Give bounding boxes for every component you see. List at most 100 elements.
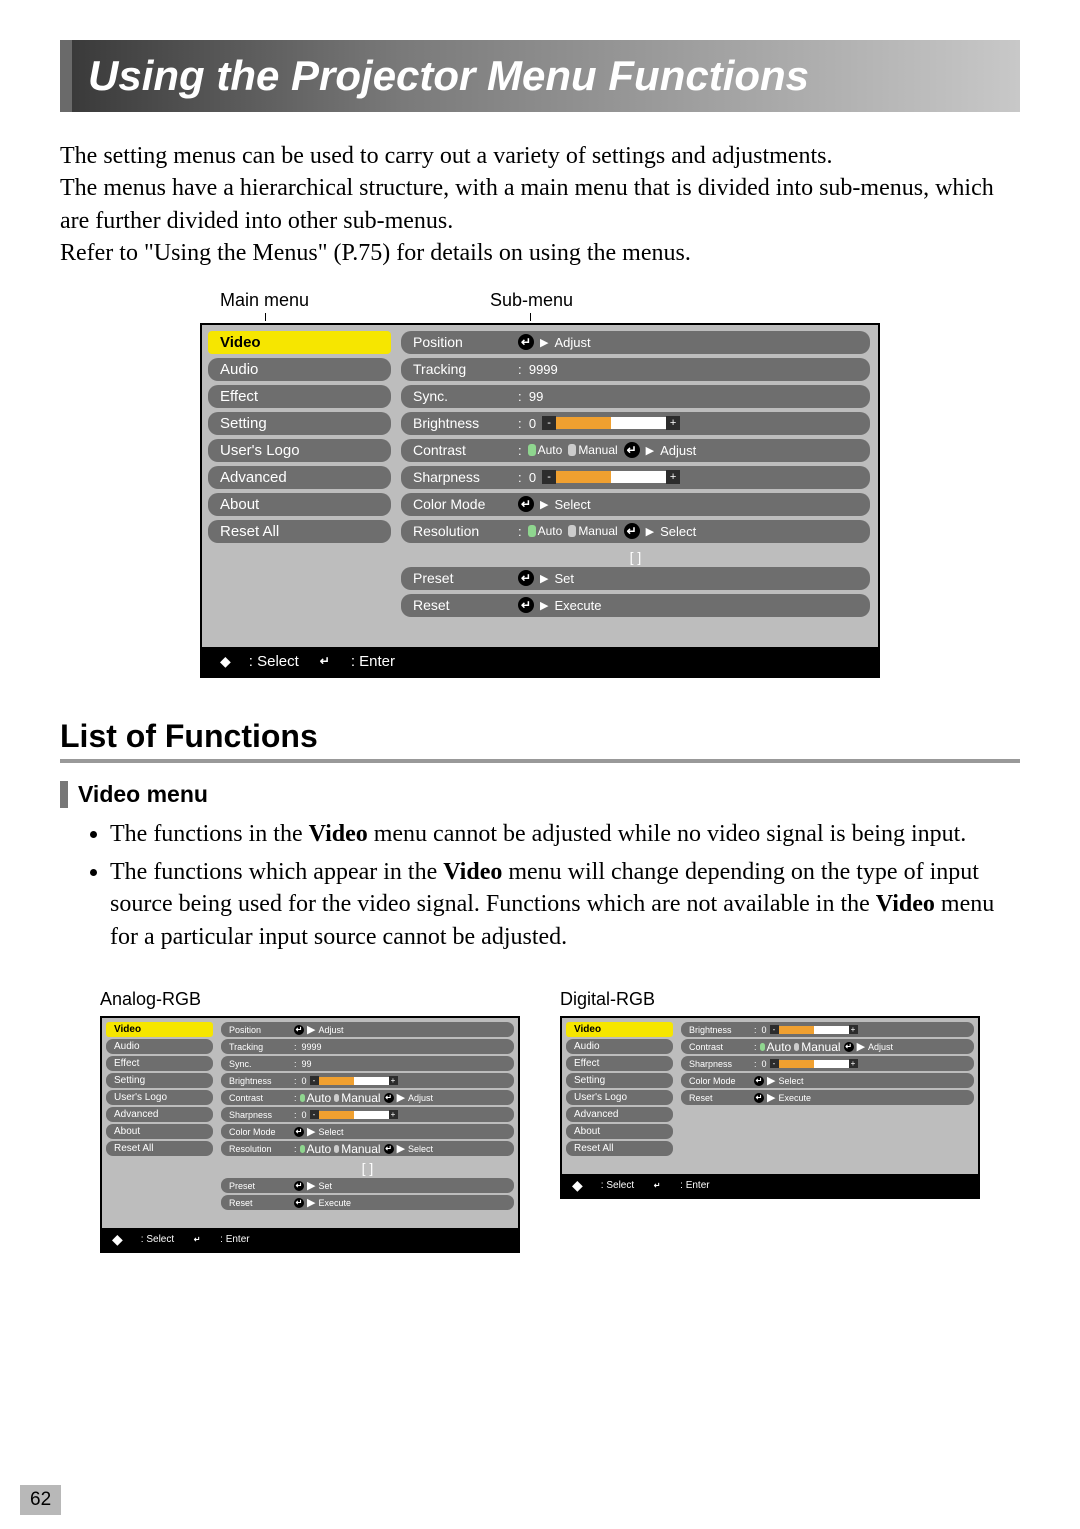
sub-menu-item: Color Mode ↵▶ Select xyxy=(681,1073,974,1088)
sub-item-label: Contrast xyxy=(689,1042,754,1052)
bullet-item: The functions which appear in the Video … xyxy=(110,856,1020,953)
section-heading: List of Functions xyxy=(60,718,1020,763)
thumb-sub-col: Brightness : 0 -+ Contrast :Auto Manual … xyxy=(677,1018,978,1162)
sub-menu-item: Resolution :Auto Manual ↵▶Select xyxy=(401,520,870,543)
sub-item-label: Resolution xyxy=(229,1144,294,1154)
sub-menu-item: Sync. : 99 xyxy=(401,385,870,408)
main-menu-item: Setting xyxy=(208,412,391,435)
main-menu-item: Audio xyxy=(106,1039,213,1054)
sub-menu-item: Contrast :Auto Manual ↵▶Adjust xyxy=(401,439,870,462)
main-menu-item: Reset All xyxy=(566,1141,673,1156)
sub-menu-item: Tracking : 9999 xyxy=(221,1039,514,1054)
main-menu-item: Video xyxy=(566,1022,673,1037)
footer-enter: : Enter xyxy=(351,653,395,670)
sub-menu-item: Sharpness : 0 -+ xyxy=(221,1107,514,1122)
sub-item-label: Reset xyxy=(229,1198,294,1208)
main-menu-item: Setting xyxy=(566,1073,673,1088)
main-menu-item: Setting xyxy=(106,1073,213,1088)
sub-item-label: Contrast xyxy=(229,1093,294,1103)
sub-menu-item: Brightness : 0 -+ xyxy=(221,1073,514,1088)
sub-menu-item: Contrast :Auto Manual ↵▶Adjust xyxy=(221,1090,514,1105)
sub-menu-item: Brightness : 0 -+ xyxy=(401,412,870,435)
updown-icon: ◆ xyxy=(220,653,231,670)
sub-item-label: Sync. xyxy=(229,1059,294,1069)
sub-item-label: Preset xyxy=(413,570,518,586)
sub-menu-item: Reset ↵▶ Execute xyxy=(221,1195,514,1210)
menu-column-labels: Main menu Sub-menu xyxy=(200,290,1020,311)
page-title-bar: Using the Projector Menu Functions xyxy=(60,40,1020,112)
sub-item-label: Preset xyxy=(229,1181,294,1191)
main-menu-item: About xyxy=(106,1124,213,1139)
sub-menu-item: Tracking : 9999 xyxy=(401,358,870,381)
sub-item-label: Color Mode xyxy=(689,1076,754,1086)
main-menu-item: Advanced xyxy=(208,466,391,489)
main-menu-column: VideoAudioEffectSettingUser's LogoAdvanc… xyxy=(202,325,397,627)
sub-item-label: Position xyxy=(413,334,518,350)
thumb-main-col: Video Audio Effect Setting User's Logo Advanc… xyxy=(102,1018,217,1216)
intro-paragraph: The setting menus can be used to carry o… xyxy=(60,140,1020,270)
sub-item-label: Tracking xyxy=(229,1042,294,1052)
sub-item-label: Color Mode xyxy=(229,1127,294,1137)
main-menu-item: Audio xyxy=(566,1039,673,1054)
sub-item-label: Sharpness xyxy=(689,1059,754,1069)
sub-item-label: Brightness xyxy=(413,415,518,431)
sub-menu-item: Reset ↵▶ Execute xyxy=(401,594,870,617)
enter-icon: ↵ xyxy=(317,653,333,669)
main-menu-item: Audio xyxy=(208,358,391,381)
footer-select: : Select xyxy=(249,653,299,670)
main-menu-item: User's Logo xyxy=(566,1090,673,1105)
page-title: Using the Projector Menu Functions xyxy=(88,52,1004,100)
sub-item-label: Reset xyxy=(413,597,518,613)
sub-menu-item: Preset ↵▶ Set xyxy=(401,567,870,590)
analog-rgb-thumb: Video Audio Effect Setting User's Logo Advanc… xyxy=(100,1016,520,1253)
sub-menu-item: Contrast :Auto Manual ↵▶Adjust xyxy=(681,1039,974,1054)
sub-menu-item: Reset ↵▶ Execute xyxy=(681,1090,974,1105)
sub-item-label: Sharpness xyxy=(413,469,518,485)
sub-item-label: Tracking xyxy=(413,361,518,377)
main-menu-item: Video xyxy=(106,1022,213,1037)
sub-menu-item: Position ↵▶ Adjust xyxy=(401,331,870,354)
thumb1-label: Analog-RGB xyxy=(100,989,520,1010)
main-menu-item: Video xyxy=(208,331,391,354)
thumb-main-col: Video Audio Effect Setting User's Logo Advanc… xyxy=(562,1018,677,1162)
menu-footer-bar: ◆ : Select ↵ : Enter xyxy=(202,647,878,676)
main-menu-item: Effect xyxy=(106,1056,213,1071)
main-menu-item: About xyxy=(566,1124,673,1139)
sub-menu-item: Sharpness : 0 -+ xyxy=(401,466,870,489)
sub-item-label: Sync. xyxy=(413,388,518,404)
bullet-item: The functions in the Video menu cannot b… xyxy=(110,818,1020,850)
sub-menu-item: Sync. : 99 xyxy=(221,1056,514,1071)
projector-menu-screenshot: VideoAudioEffectSettingUser's LogoAdvanc… xyxy=(200,323,880,678)
main-menu-item: Reset All xyxy=(208,520,391,543)
main-menu-item: Effect xyxy=(566,1056,673,1071)
main-menu-item: Reset All xyxy=(106,1141,213,1156)
sub-item-label: Position xyxy=(229,1025,294,1035)
subsection-heading: Video menu xyxy=(60,781,1020,808)
sub-menu-item: Preset ↵▶ Set xyxy=(221,1178,514,1193)
sub-menu-item: Color Mode ↵▶ Select xyxy=(221,1124,514,1139)
sub-menu-item: Position ↵▶ Adjust xyxy=(221,1022,514,1037)
sub-item-label: Brightness xyxy=(689,1025,754,1035)
sub-item-label: Contrast xyxy=(413,442,518,458)
thumb2-label: Digital-RGB xyxy=(560,989,980,1010)
sub-menu-item: Resolution :Auto Manual ↵▶Select xyxy=(221,1141,514,1156)
sub-menu-item: Color Mode ↵▶ Select xyxy=(401,493,870,516)
sub-item-label: Color Mode xyxy=(413,496,518,512)
thumb-sub-col: Position ↵▶ Adjust Tracking : 9999 Sync.… xyxy=(217,1018,518,1216)
sub-menu-item: Brightness : 0 -+ xyxy=(681,1022,974,1037)
main-menu-item: User's Logo xyxy=(106,1090,213,1105)
main-menu-label: Main menu xyxy=(200,290,430,311)
main-menu-item: About xyxy=(208,493,391,516)
sub-item-label: Resolution xyxy=(413,523,518,539)
bullet-list: The functions in the Video menu cannot b… xyxy=(110,818,1020,954)
main-menu-item: Advanced xyxy=(566,1107,673,1122)
sub-menu-column: Position ↵▶ Adjust Tracking : 9999 Sync.… xyxy=(397,325,878,627)
main-menu-item: Effect xyxy=(208,385,391,408)
bracket-row: [ ] xyxy=(401,547,870,567)
sub-item-label: Reset xyxy=(689,1093,754,1103)
main-menu-item: Advanced xyxy=(106,1107,213,1122)
digital-rgb-thumb: Video Audio Effect Setting User's Logo Advanc… xyxy=(560,1016,980,1199)
sub-menu-item: Sharpness : 0 -+ xyxy=(681,1056,974,1071)
sub-menu-label: Sub-menu xyxy=(430,290,573,311)
page-number: 62 xyxy=(20,1485,61,1515)
